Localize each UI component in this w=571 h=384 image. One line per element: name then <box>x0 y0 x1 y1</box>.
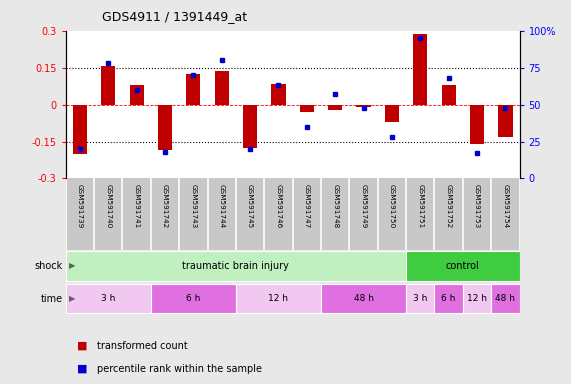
Text: ▶: ▶ <box>69 262 75 270</box>
Bar <box>356 104 371 107</box>
Text: GSM591754: GSM591754 <box>502 184 508 228</box>
Bar <box>300 104 314 112</box>
Text: GSM591744: GSM591744 <box>219 184 225 228</box>
Text: 6 h: 6 h <box>441 294 456 303</box>
Text: GSM591747: GSM591747 <box>304 184 310 228</box>
Text: GSM591750: GSM591750 <box>389 184 395 228</box>
Text: transformed count: transformed count <box>97 341 188 351</box>
Bar <box>441 85 456 104</box>
Text: 3 h: 3 h <box>413 294 428 303</box>
Bar <box>470 104 484 144</box>
Text: 3 h: 3 h <box>101 294 115 303</box>
Text: GSM591752: GSM591752 <box>446 184 452 228</box>
Text: GSM591748: GSM591748 <box>332 184 338 228</box>
Bar <box>321 284 406 313</box>
Text: 6 h: 6 h <box>186 294 200 303</box>
Text: GDS4911 / 1391449_at: GDS4911 / 1391449_at <box>102 10 247 23</box>
Text: 12 h: 12 h <box>268 294 288 303</box>
Bar <box>406 284 435 313</box>
Bar <box>463 284 491 313</box>
Bar <box>385 104 399 122</box>
Bar <box>151 284 236 313</box>
Bar <box>66 284 151 313</box>
Text: ▶: ▶ <box>69 294 75 303</box>
Bar <box>271 84 286 104</box>
Text: GSM591746: GSM591746 <box>275 184 282 228</box>
Text: GSM591741: GSM591741 <box>134 184 139 228</box>
Text: 48 h: 48 h <box>353 294 373 303</box>
Text: GSM591739: GSM591739 <box>77 184 83 228</box>
Bar <box>413 35 428 104</box>
Bar <box>498 104 513 137</box>
Bar <box>406 251 520 281</box>
Text: GSM591743: GSM591743 <box>190 184 196 228</box>
Bar <box>158 104 172 150</box>
Bar <box>186 74 200 104</box>
Text: ■: ■ <box>77 364 87 374</box>
Bar <box>66 251 406 281</box>
Text: time: time <box>41 293 63 303</box>
Text: 12 h: 12 h <box>467 294 487 303</box>
Bar <box>491 284 520 313</box>
Bar <box>101 66 115 104</box>
Text: GSM591751: GSM591751 <box>417 184 423 228</box>
Bar <box>236 284 321 313</box>
Text: GSM591749: GSM591749 <box>360 184 367 228</box>
Text: shock: shock <box>35 261 63 271</box>
Text: GSM591740: GSM591740 <box>105 184 111 228</box>
Bar <box>73 104 87 154</box>
Text: traumatic brain injury: traumatic brain injury <box>183 261 289 271</box>
Bar <box>435 284 463 313</box>
Text: ■: ■ <box>77 341 87 351</box>
Bar <box>130 85 144 104</box>
Text: GSM591753: GSM591753 <box>474 184 480 228</box>
Text: GSM591742: GSM591742 <box>162 184 168 228</box>
Bar <box>243 104 257 148</box>
Bar <box>328 104 342 109</box>
Text: GSM591745: GSM591745 <box>247 184 253 228</box>
Text: 48 h: 48 h <box>496 294 516 303</box>
Text: percentile rank within the sample: percentile rank within the sample <box>97 364 262 374</box>
Text: control: control <box>446 261 480 271</box>
Bar <box>215 71 229 104</box>
